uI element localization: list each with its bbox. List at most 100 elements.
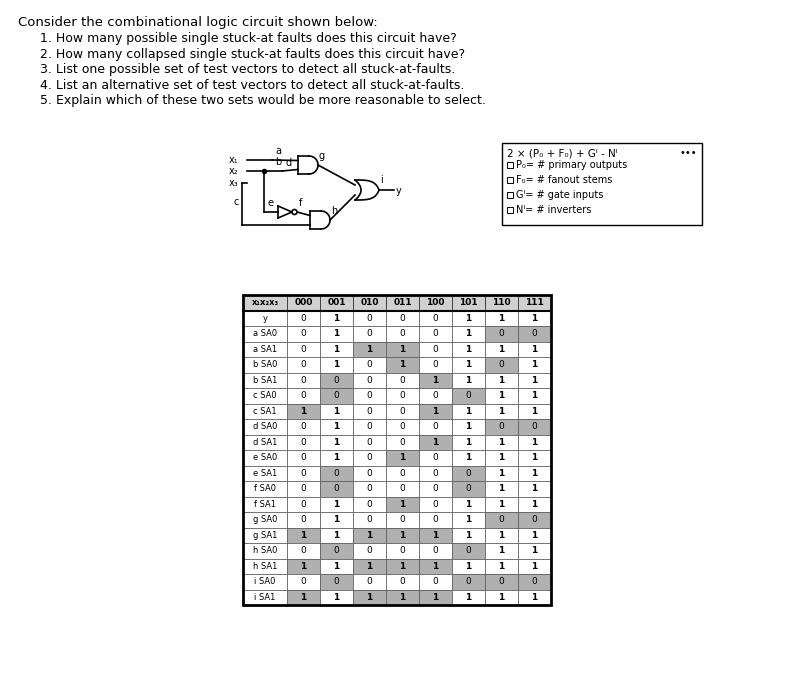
Text: 0: 0 (432, 484, 438, 493)
Text: 0: 0 (366, 422, 372, 432)
Bar (385, 434, 418, 450)
Bar (385, 512, 418, 527)
Text: 0: 0 (432, 469, 438, 477)
Text: 1: 1 (432, 531, 438, 540)
Bar (243, 481, 287, 497)
Text: 0: 0 (465, 469, 471, 477)
Text: 0: 0 (399, 577, 405, 586)
Text: 0: 0 (498, 360, 503, 369)
Text: i SA0: i SA0 (254, 577, 275, 586)
Bar (451, 357, 484, 373)
Bar (320, 466, 353, 481)
Bar (320, 373, 353, 388)
Text: d: d (286, 158, 291, 168)
Bar (418, 574, 451, 590)
Bar (517, 326, 550, 342)
Text: 0: 0 (498, 577, 503, 586)
Bar (484, 419, 517, 434)
Bar (484, 450, 517, 466)
Text: 1: 1 (399, 593, 406, 601)
Bar (517, 419, 550, 434)
Bar (287, 310, 320, 326)
Bar (418, 466, 451, 481)
Text: 100: 100 (426, 298, 444, 308)
Bar (320, 574, 353, 590)
Text: 1: 1 (465, 593, 471, 601)
Text: 1: 1 (465, 376, 471, 385)
Text: 1: 1 (465, 531, 471, 540)
Text: 010: 010 (360, 298, 378, 308)
Text: b SA0: b SA0 (252, 360, 277, 369)
Bar (451, 388, 484, 403)
Bar (320, 450, 353, 466)
Bar (451, 403, 484, 419)
Bar (353, 512, 385, 527)
Bar (517, 295, 550, 310)
Bar (287, 527, 320, 543)
Text: 0: 0 (300, 438, 306, 447)
Text: h SA0: h SA0 (252, 546, 277, 556)
Text: 1: 1 (465, 438, 471, 447)
Bar (243, 326, 287, 342)
Text: 0: 0 (300, 469, 306, 477)
Bar (484, 543, 517, 558)
Bar (517, 497, 550, 512)
Bar (353, 403, 385, 419)
Text: 1: 1 (465, 329, 471, 338)
Bar (385, 342, 418, 357)
Text: 0: 0 (531, 577, 536, 586)
Bar (418, 357, 451, 373)
Text: 0: 0 (399, 422, 405, 432)
Text: 0: 0 (366, 453, 372, 462)
Bar (353, 497, 385, 512)
Text: 1: 1 (498, 407, 504, 416)
Bar (484, 373, 517, 388)
Text: 1: 1 (399, 500, 406, 509)
Bar (507, 192, 512, 198)
Text: h SA1: h SA1 (252, 562, 277, 571)
Text: 0: 0 (300, 546, 306, 556)
Bar (484, 512, 517, 527)
Text: 1: 1 (432, 593, 438, 601)
Bar (451, 434, 484, 450)
Bar (320, 310, 353, 326)
Text: i: i (380, 175, 382, 185)
Text: d SA1: d SA1 (252, 438, 277, 447)
Text: 1: 1 (399, 345, 406, 353)
Text: x₁: x₁ (228, 155, 238, 165)
Bar (484, 295, 517, 310)
Bar (517, 574, 550, 590)
Bar (484, 527, 517, 543)
Text: g SA0: g SA0 (252, 515, 277, 524)
Text: 0: 0 (300, 329, 306, 338)
Bar (353, 342, 385, 357)
Text: 1: 1 (465, 360, 471, 369)
Bar (353, 543, 385, 558)
Bar (320, 527, 353, 543)
Text: 0: 0 (366, 469, 372, 477)
Bar (517, 543, 550, 558)
Bar (418, 481, 451, 497)
Text: 1: 1 (465, 515, 471, 524)
Text: f: f (299, 198, 302, 208)
Circle shape (291, 210, 296, 214)
Text: 1: 1 (465, 422, 471, 432)
Text: 1. How many possible single stuck-at faults does this circuit have?: 1. How many possible single stuck-at fau… (40, 32, 456, 45)
Bar (243, 403, 287, 419)
Text: Gᴵ= # gate inputs: Gᴵ= # gate inputs (516, 190, 602, 200)
Text: 110: 110 (491, 298, 510, 308)
Text: 0: 0 (399, 546, 405, 556)
Bar (287, 295, 320, 310)
Bar (418, 497, 451, 512)
Bar (353, 590, 385, 605)
Bar (385, 590, 418, 605)
Bar (243, 373, 287, 388)
Text: 0: 0 (366, 314, 372, 323)
Bar (451, 466, 484, 481)
Text: 0: 0 (465, 484, 471, 493)
Bar (451, 527, 484, 543)
Text: 000: 000 (294, 298, 312, 308)
Text: 4. List an alternative set of test vectors to detect all stuck-at-faults.: 4. List an alternative set of test vecto… (40, 79, 464, 92)
Bar (287, 590, 320, 605)
Bar (484, 403, 517, 419)
